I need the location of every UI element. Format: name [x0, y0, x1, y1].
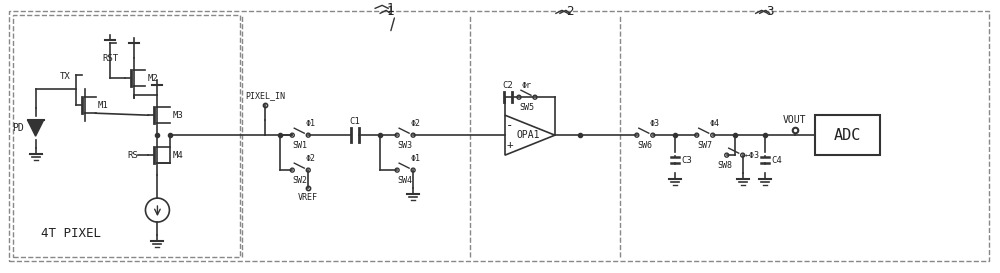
- Text: SW3: SW3: [398, 141, 413, 150]
- Text: M3: M3: [172, 111, 183, 120]
- Text: C2: C2: [503, 81, 513, 90]
- Text: 1: 1: [386, 2, 394, 15]
- Text: 4T PIXEL: 4T PIXEL: [41, 227, 101, 239]
- Text: C1: C1: [350, 117, 361, 126]
- Text: PD: PD: [12, 123, 24, 133]
- Polygon shape: [28, 120, 44, 136]
- Text: +: +: [507, 140, 513, 150]
- Text: VOUT: VOUT: [783, 115, 806, 125]
- Text: TX: TX: [60, 72, 71, 81]
- Text: SW7: SW7: [697, 141, 712, 150]
- Text: RST: RST: [102, 54, 118, 63]
- Text: VREF: VREF: [298, 192, 318, 201]
- FancyBboxPatch shape: [815, 115, 880, 155]
- Text: Φ4: Φ4: [710, 119, 720, 128]
- Text: M2: M2: [147, 74, 158, 83]
- Text: SW4: SW4: [398, 176, 413, 185]
- Text: ←Φ3: ←Φ3: [745, 151, 760, 160]
- Text: C3: C3: [681, 156, 692, 165]
- Text: Φ2: Φ2: [305, 154, 315, 163]
- Text: PIXEL_IN: PIXEL_IN: [245, 91, 285, 100]
- Text: M4: M4: [172, 151, 183, 160]
- Text: OPA1: OPA1: [516, 130, 540, 140]
- Text: SW8: SW8: [717, 161, 732, 170]
- Text: M1: M1: [98, 101, 108, 110]
- Text: SW5: SW5: [519, 103, 534, 112]
- Text: Φ1: Φ1: [410, 154, 420, 163]
- Text: Φr: Φr: [522, 81, 532, 90]
- Text: SW2: SW2: [293, 176, 308, 185]
- Text: ADC: ADC: [833, 128, 861, 143]
- Text: 2: 2: [566, 5, 574, 18]
- Text: RS: RS: [128, 151, 138, 160]
- Text: Φ1: Φ1: [305, 119, 315, 128]
- Text: SW1: SW1: [293, 141, 308, 150]
- Text: 1: 1: [386, 5, 394, 18]
- Text: Φ2: Φ2: [410, 119, 420, 128]
- Text: SW6: SW6: [637, 141, 652, 150]
- Text: C4: C4: [771, 156, 782, 165]
- Text: 3: 3: [766, 5, 773, 18]
- Text: Φ3: Φ3: [650, 119, 660, 128]
- Text: -: -: [506, 119, 514, 132]
